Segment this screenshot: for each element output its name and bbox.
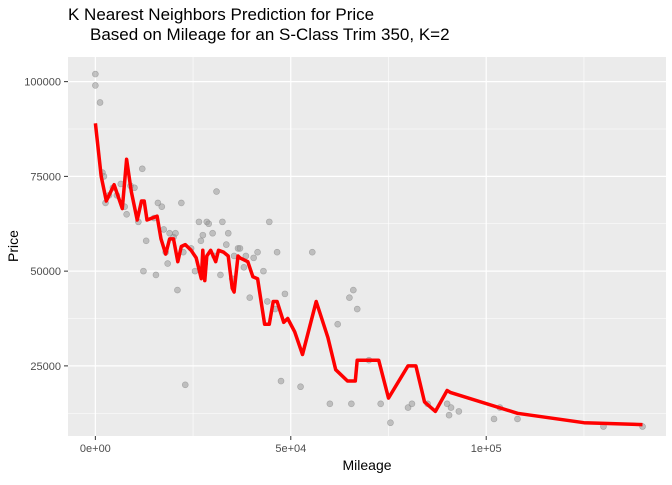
y-tick-label: 25000 bbox=[30, 361, 61, 373]
data-point bbox=[197, 237, 205, 245]
y-tick-label: 100000 bbox=[24, 77, 61, 89]
data-point bbox=[222, 241, 230, 248]
chart-title: K Nearest Neighbors Prediction for Price bbox=[68, 5, 374, 24]
data-point bbox=[213, 188, 220, 195]
data-point bbox=[265, 218, 273, 226]
plot-panel bbox=[68, 57, 666, 436]
data-point bbox=[96, 99, 104, 106]
data-point bbox=[404, 404, 412, 411]
data-point bbox=[443, 400, 451, 408]
data-point bbox=[158, 203, 166, 211]
data-point bbox=[445, 411, 453, 419]
data-point bbox=[209, 229, 216, 237]
y-axis-title: Price bbox=[5, 230, 21, 262]
grid-lines bbox=[68, 57, 666, 436]
data-point bbox=[387, 419, 394, 427]
data-point bbox=[334, 320, 341, 328]
data-point bbox=[217, 271, 224, 279]
data-point bbox=[277, 377, 285, 385]
data-point bbox=[92, 70, 99, 78]
x-axis-ticks: 0e+00 5e+04 1e+05 bbox=[80, 436, 502, 455]
data-point bbox=[164, 260, 171, 267]
data-point bbox=[199, 231, 207, 239]
data-point bbox=[142, 237, 150, 245]
data-point bbox=[350, 286, 357, 294]
data-point bbox=[160, 226, 168, 233]
data-point bbox=[205, 220, 213, 228]
data-point bbox=[154, 199, 162, 207]
data-point bbox=[326, 400, 334, 408]
y-tick-label: 75000 bbox=[30, 171, 61, 183]
data-point bbox=[348, 400, 355, 408]
y-tick-label: 50000 bbox=[30, 266, 61, 278]
data-point bbox=[152, 271, 160, 279]
x-tick-label: 5e+04 bbox=[275, 443, 306, 455]
data-point bbox=[455, 408, 463, 415]
data-point bbox=[181, 381, 189, 389]
data-point bbox=[490, 415, 498, 423]
data-point bbox=[353, 305, 361, 313]
data-point bbox=[236, 245, 244, 252]
data-point bbox=[219, 218, 226, 226]
data-point bbox=[254, 248, 261, 256]
data-point bbox=[281, 290, 289, 298]
data-point bbox=[377, 400, 384, 408]
data-point bbox=[123, 210, 130, 218]
data-point bbox=[240, 264, 248, 271]
x-tick-label: 0e+00 bbox=[80, 443, 111, 455]
data-point bbox=[195, 218, 203, 226]
prediction-line-group bbox=[93, 123, 643, 427]
data-point bbox=[346, 294, 353, 301]
data-point bbox=[174, 286, 181, 294]
data-point bbox=[308, 248, 316, 256]
data-point bbox=[514, 415, 521, 423]
data-point bbox=[264, 298, 271, 305]
x-axis-title: Mileage bbox=[342, 457, 391, 473]
data-point bbox=[297, 383, 304, 391]
data-point bbox=[178, 199, 185, 207]
data-point bbox=[92, 82, 99, 89]
data-point bbox=[447, 404, 455, 411]
data-point bbox=[191, 267, 199, 275]
chart-subtitle: Based on Mileage for an S-Class Trim 350… bbox=[90, 25, 450, 44]
data-point bbox=[138, 165, 146, 173]
x-tick-label: 1e+05 bbox=[471, 443, 502, 455]
y-axis-ticks: 25000 50000 75000 100000 bbox=[24, 77, 68, 373]
prediction-line bbox=[93, 123, 643, 427]
data-point bbox=[408, 400, 416, 408]
data-point bbox=[224, 229, 232, 237]
data-point bbox=[172, 229, 179, 237]
data-point bbox=[260, 267, 267, 275]
data-point bbox=[250, 254, 257, 262]
data-point bbox=[140, 267, 147, 275]
data-point bbox=[273, 248, 281, 256]
data-point bbox=[246, 294, 254, 301]
